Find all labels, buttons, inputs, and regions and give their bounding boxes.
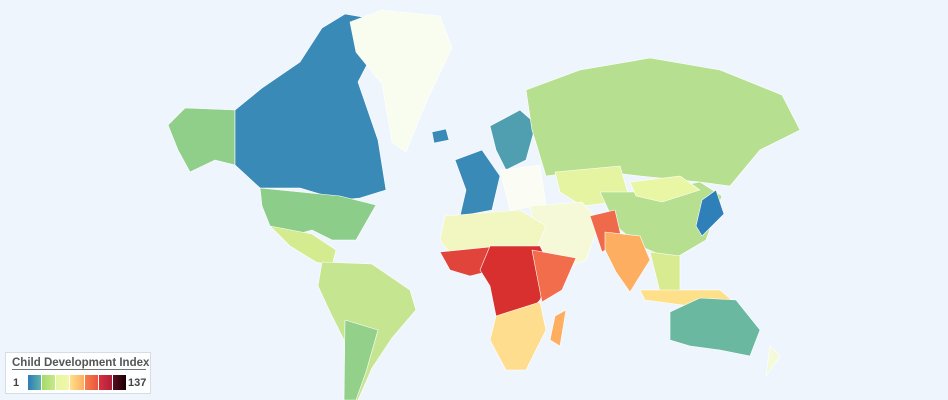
region-new-zealand[interactable] xyxy=(765,345,781,377)
region-japan[interactable] xyxy=(695,189,725,237)
legend-segment xyxy=(56,375,71,390)
legend-segment xyxy=(42,375,57,390)
region-india[interactable] xyxy=(604,231,651,293)
region-argentina-chile[interactable] xyxy=(343,319,379,400)
region-eastern-europe[interactable] xyxy=(499,164,547,211)
legend-segment xyxy=(98,375,113,390)
region-australia[interactable] xyxy=(669,297,761,357)
region-usa[interactable] xyxy=(259,187,377,241)
legend-segment xyxy=(84,375,99,390)
region-mongolia[interactable] xyxy=(629,175,701,203)
legend-min-label: 1 xyxy=(13,377,20,389)
region-madagascar[interactable] xyxy=(549,309,567,347)
legend-title: Child Development Index xyxy=(12,357,150,370)
region-russia[interactable] xyxy=(525,57,801,187)
region-scandinavia[interactable] xyxy=(489,109,537,171)
region-iceland[interactable] xyxy=(431,128,450,144)
region-western-europe[interactable] xyxy=(454,149,501,217)
legend-max-label: 137 xyxy=(128,377,147,389)
map-legend: Child Development Index 1 137 xyxy=(5,352,151,394)
region-canada[interactable] xyxy=(234,13,387,201)
legend-segment xyxy=(28,375,43,390)
region-greenland[interactable] xyxy=(349,9,453,153)
region-alaska[interactable] xyxy=(167,107,236,173)
legend-segment xyxy=(112,375,126,390)
region-east-africa[interactable] xyxy=(531,249,577,303)
legend-color-scale xyxy=(28,375,126,390)
legend-segment xyxy=(70,375,85,390)
region-southern-africa[interactable] xyxy=(489,301,547,371)
